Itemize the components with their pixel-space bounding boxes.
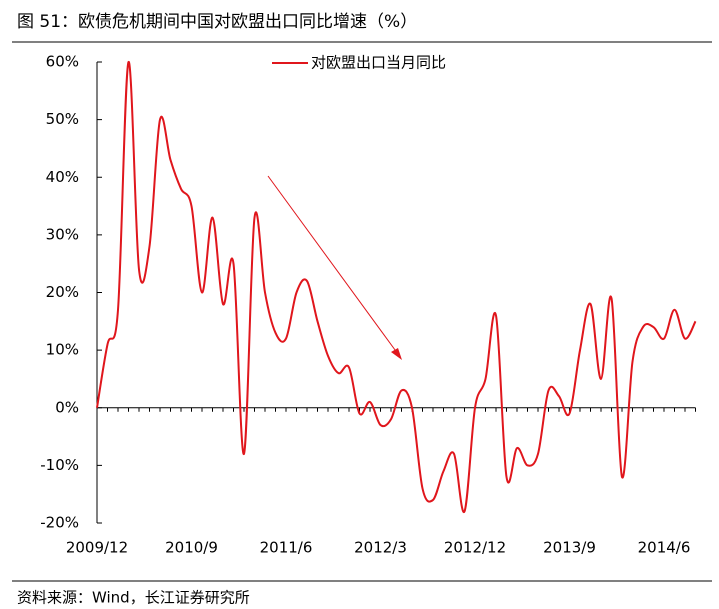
x-tick-label: 2013/9: [543, 539, 596, 557]
y-tick-label: -10%: [40, 456, 79, 474]
x-tick-label: 2009/12: [66, 539, 128, 557]
x-tick-label: 2011/6: [260, 539, 313, 557]
trend-arrow: [267, 175, 399, 355]
y-tick-label: -20%: [40, 514, 79, 532]
y-tick-label: 10%: [46, 341, 79, 359]
x-tick-label: 2014/6: [638, 539, 691, 557]
source: 资料来源：Wind，长江证券研究所: [17, 589, 250, 607]
x-tick-label: 2012/12: [444, 539, 506, 557]
x-tick-label: 2012/3: [354, 539, 407, 557]
y-tick-label: 0%: [55, 398, 79, 416]
chart-title: 图 51：欧债危机期间中国对欧盟出口同比增速（%）: [17, 12, 417, 32]
data-line: [96, 60, 697, 513]
y-tick-label: 40%: [46, 168, 79, 186]
y-tick-label: 20%: [46, 283, 79, 301]
x-tick-label: 2010/9: [165, 539, 218, 557]
y-tick-label: 50%: [46, 110, 79, 128]
y-tick-label: 30%: [46, 225, 79, 243]
y-tick-label: 60%: [46, 53, 79, 71]
legend-label: 对欧盟出口当月同比: [311, 54, 446, 72]
arrow-head: [391, 348, 402, 360]
